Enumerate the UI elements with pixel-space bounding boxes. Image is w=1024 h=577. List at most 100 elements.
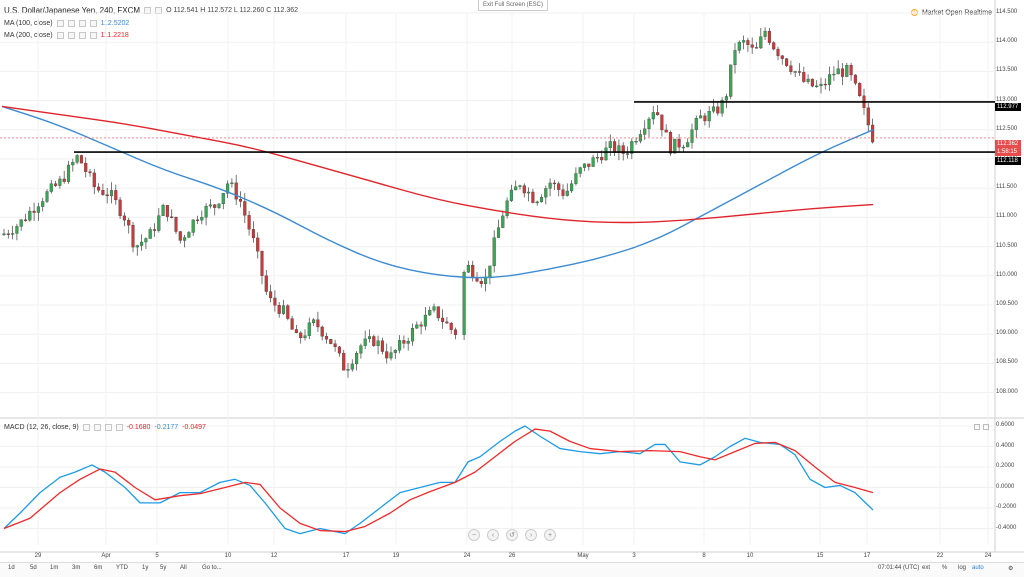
macd-tick-label: -0.4000: [996, 524, 1017, 531]
candle: [11, 225, 15, 240]
range-button-1y[interactable]: 1y: [142, 565, 149, 571]
range-button-5d[interactable]: 5d: [30, 565, 37, 571]
time-tick-label: 17: [342, 553, 350, 559]
candle: [419, 321, 423, 335]
candle: [810, 78, 814, 88]
candle: [307, 317, 311, 340]
range-button-3m[interactable]: 3m: [72, 565, 81, 571]
candle: [638, 129, 642, 144]
candle: [389, 346, 393, 361]
zoom-in-button[interactable]: +: [544, 529, 556, 541]
candle: [36, 202, 40, 221]
ma100-settings-icon[interactable]: [67, 20, 75, 27]
candle: [109, 182, 114, 204]
candle: [570, 180, 574, 193]
candle: [750, 37, 754, 54]
macd-close-icon[interactable]: [104, 424, 112, 431]
candle: [853, 74, 857, 86]
candle: [165, 204, 169, 222]
ma200-value: 111.2218: [100, 32, 129, 39]
candle: [552, 179, 556, 191]
candle: [264, 269, 268, 296]
candle: [320, 325, 324, 341]
candle: [742, 35, 746, 50]
settings-gear-icon[interactable]: ⚙: [1008, 566, 1014, 572]
candle: [531, 188, 535, 204]
range-button-goto[interactable]: Go to...: [202, 565, 222, 571]
candle: [535, 200, 539, 206]
ma200-close-icon[interactable]: [78, 32, 86, 39]
auto-toggle[interactable]: auto: [972, 565, 984, 571]
range-button-1m[interactable]: 1m: [50, 565, 59, 571]
candle: [587, 163, 591, 171]
candle: [780, 54, 784, 65]
scroll-right-button[interactable]: ›: [525, 529, 537, 541]
ma200-settings-icon[interactable]: [67, 32, 75, 39]
candle: [303, 329, 307, 341]
utc-clock[interactable]: 07:01:44 (UTC): [878, 565, 920, 571]
range-button-5y[interactable]: 5y: [160, 565, 167, 571]
ma100-close-icon[interactable]: [78, 20, 86, 27]
range-button-ytd[interactable]: YTD: [116, 565, 128, 571]
reset-chart-button[interactable]: ↺: [506, 529, 518, 541]
candle: [281, 299, 286, 315]
candle: [772, 41, 776, 51]
scroll-left-button[interactable]: ‹: [487, 529, 499, 541]
candle: [634, 137, 638, 145]
candle: [832, 66, 836, 81]
candle: [333, 339, 337, 352]
candle: [866, 103, 870, 131]
pane-collapse-icon[interactable]: [974, 424, 980, 430]
candle: [84, 157, 88, 178]
percent-toggle[interactable]: %: [942, 565, 948, 571]
candle: [630, 138, 634, 160]
ma100-more-icon[interactable]: [89, 20, 97, 27]
log-toggle[interactable]: log: [958, 565, 967, 571]
candle: [539, 194, 544, 203]
candle: [836, 60, 840, 75]
exit-fullscreen-button[interactable]: Exit Full Screen (ESC): [478, 0, 548, 11]
candle: [178, 230, 182, 244]
candle: [462, 270, 466, 340]
candle: [527, 187, 531, 202]
candle: [595, 153, 599, 163]
candle: [45, 189, 49, 204]
candle: [574, 167, 578, 186]
time-tick-label: May: [577, 553, 589, 559]
ma200-more-icon[interactable]: [89, 32, 97, 39]
candle: [122, 212, 126, 227]
candle: [316, 311, 320, 332]
macd-settings-icon[interactable]: [93, 424, 101, 431]
candle: [135, 244, 139, 256]
zoom-out-button[interactable]: −: [468, 529, 480, 541]
range-button-all[interactable]: All: [180, 565, 187, 571]
candle: [432, 303, 436, 313]
range-button-1d[interactable]: 1d: [8, 565, 15, 571]
pane-maximize-icon[interactable]: [983, 424, 989, 430]
candle: [694, 115, 698, 138]
macd-eye-icon[interactable]: [82, 424, 90, 431]
macd-tick-label: -0.2000: [996, 504, 1017, 510]
candle: [677, 134, 681, 153]
candle: [243, 192, 247, 224]
candle: [823, 78, 827, 90]
candle: [858, 82, 862, 97]
upper-line-price-label: 112.977: [995, 103, 1021, 111]
ma200-eye-icon[interactable]: [56, 32, 64, 39]
candle: [776, 46, 780, 61]
candle: [871, 118, 875, 144]
candle: [217, 203, 221, 210]
ext-toggle[interactable]: ext: [922, 565, 931, 571]
candle: [699, 109, 703, 119]
candle: [561, 184, 565, 200]
candle: [101, 183, 105, 196]
candle: [415, 321, 419, 329]
candle: [514, 180, 518, 191]
macd-more-icon[interactable]: [115, 424, 123, 431]
range-button-6m[interactable]: 6m: [94, 565, 103, 571]
ma100-eye-icon[interactable]: [56, 20, 64, 27]
candle: [260, 250, 264, 285]
candle: [406, 337, 410, 351]
ma200-line: [1, 105, 874, 224]
